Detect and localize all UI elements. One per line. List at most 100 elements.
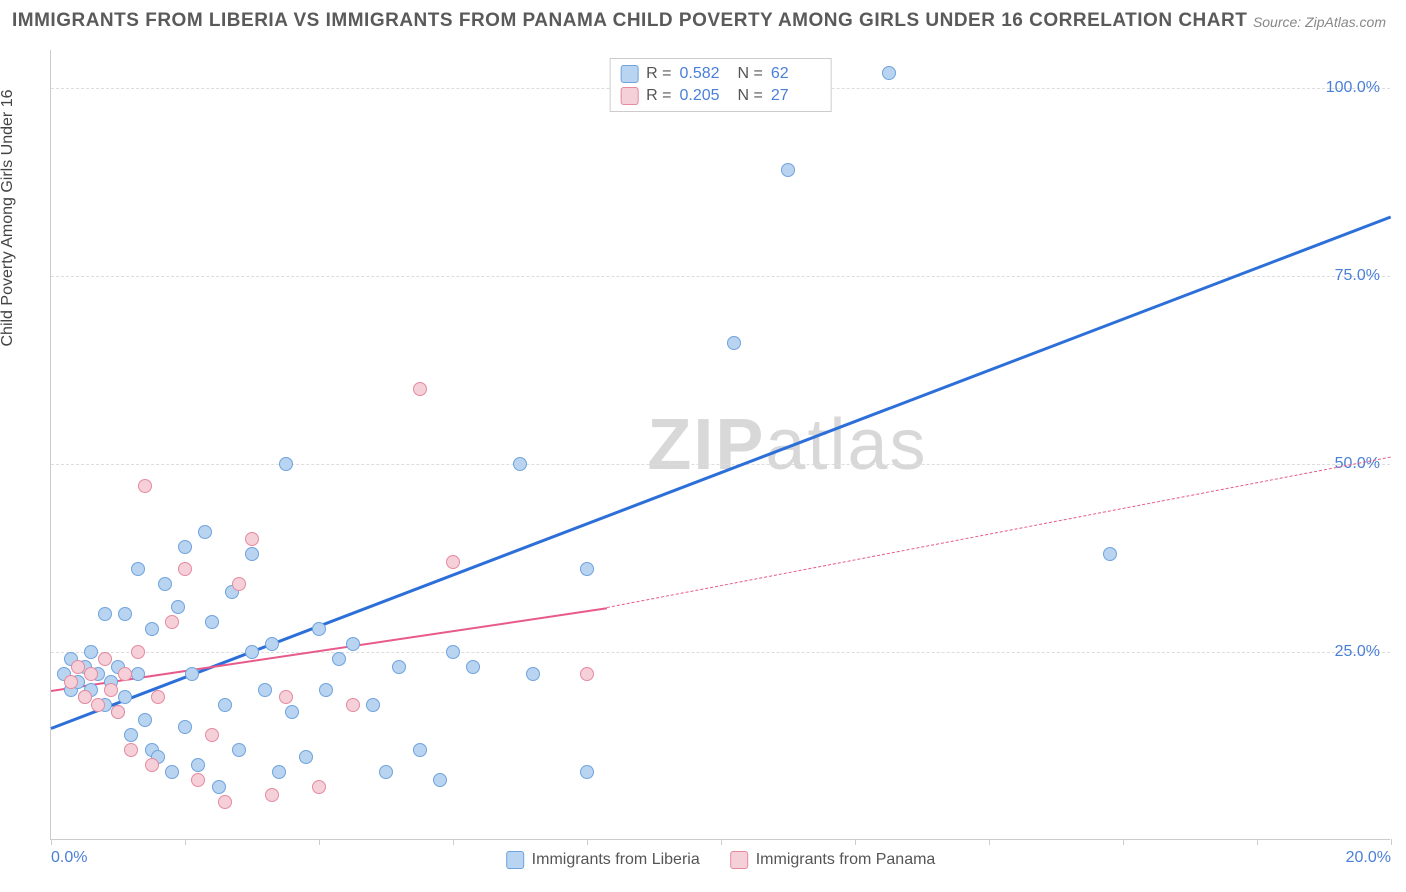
watermark-bold: ZIP (647, 405, 765, 485)
scatter-point (118, 667, 132, 681)
scatter-point (191, 758, 205, 772)
scatter-point (145, 758, 159, 772)
legend-swatch (620, 65, 638, 83)
x-tick (319, 839, 320, 845)
r-value: 0.205 (680, 87, 730, 105)
scatter-point (332, 652, 346, 666)
chart-title: IMMIGRANTS FROM LIBERIA VS IMMIGRANTS FR… (12, 10, 1247, 32)
scatter-point (198, 525, 212, 539)
scatter-point (312, 622, 326, 636)
scatter-point (165, 765, 179, 779)
scatter-point (882, 66, 896, 80)
scatter-point (104, 683, 118, 697)
scatter-point (131, 645, 145, 659)
n-value: 27 (771, 87, 821, 105)
gridline (51, 464, 1390, 465)
y-tick-label: 75.0% (1335, 267, 1380, 285)
scatter-point (158, 577, 172, 591)
scatter-point (138, 479, 152, 493)
scatter-point (580, 765, 594, 779)
x-tick (51, 839, 52, 845)
scatter-point (232, 743, 246, 757)
scatter-point (513, 457, 527, 471)
scatter-point (131, 562, 145, 576)
scatter-point (319, 683, 333, 697)
n-label: N = (738, 65, 763, 83)
scatter-point (64, 675, 78, 689)
scatter-point (781, 163, 795, 177)
scatter-point (346, 637, 360, 651)
scatter-point (145, 622, 159, 636)
x-tick (1123, 839, 1124, 845)
scatter-point (212, 780, 226, 794)
y-axis-label: Child Poverty Among Girls Under 16 (0, 90, 17, 347)
x-tick (855, 839, 856, 845)
scatter-point (446, 555, 460, 569)
scatter-point (446, 645, 460, 659)
scatter-point (413, 743, 427, 757)
scatter-point (392, 660, 406, 674)
scatter-point (111, 705, 125, 719)
x-tick (185, 839, 186, 845)
scatter-point (727, 336, 741, 350)
chart-container: Child Poverty Among Girls Under 16 ZIPat… (0, 40, 1406, 892)
scatter-point (580, 562, 594, 576)
r-label: R = (646, 65, 671, 83)
legend-stats-row: R = 0.205 N = 27 (620, 85, 821, 107)
legend-swatch (730, 851, 748, 869)
legend-stats-row: R =0.582N =62 (620, 63, 821, 85)
y-tick-label: 100.0% (1326, 79, 1380, 97)
x-tick (989, 839, 990, 845)
n-label: N = (738, 87, 763, 105)
scatter-point (84, 667, 98, 681)
scatter-point (124, 728, 138, 742)
source-attribution: Source: ZipAtlas.com (1253, 14, 1386, 30)
legend-series-item: Immigrants from Liberia (506, 851, 700, 869)
scatter-point (366, 698, 380, 712)
scatter-point (185, 667, 199, 681)
x-tick (453, 839, 454, 845)
legend-swatch (506, 851, 524, 869)
legend-stats: R =0.582N =62R =0.205N =27 (609, 58, 832, 112)
x-tick (721, 839, 722, 845)
scatter-point (245, 532, 259, 546)
plot-area: ZIPatlas 25.0%50.0%75.0%100.0%0.0%20.0%R… (50, 50, 1390, 840)
scatter-point (138, 713, 152, 727)
legend-swatch (620, 87, 638, 105)
scatter-point (1103, 547, 1117, 561)
trendline-extension (607, 456, 1391, 607)
scatter-point (78, 690, 92, 704)
scatter-point (118, 607, 132, 621)
scatter-point (232, 577, 246, 591)
scatter-point (433, 773, 447, 787)
scatter-point (285, 705, 299, 719)
scatter-point (178, 720, 192, 734)
scatter-point (279, 457, 293, 471)
scatter-point (84, 645, 98, 659)
scatter-point (151, 690, 165, 704)
legend-series-label: Immigrants from Panama (756, 851, 936, 869)
x-tick-label: 20.0% (1346, 849, 1391, 867)
scatter-point (258, 683, 272, 697)
scatter-point (466, 660, 480, 674)
scatter-point (191, 773, 205, 787)
scatter-point (118, 690, 132, 704)
scatter-point (279, 690, 293, 704)
scatter-point (265, 788, 279, 802)
scatter-point (98, 652, 112, 666)
scatter-point (526, 667, 540, 681)
scatter-point (205, 728, 219, 742)
x-tick (1257, 839, 1258, 845)
scatter-point (178, 562, 192, 576)
x-tick (587, 839, 588, 845)
scatter-point (131, 667, 145, 681)
scatter-point (245, 645, 259, 659)
scatter-point (265, 637, 279, 651)
scatter-point (346, 698, 360, 712)
scatter-point (71, 660, 85, 674)
scatter-point (580, 667, 594, 681)
r-label: R = (646, 87, 671, 105)
scatter-point (379, 765, 393, 779)
legend-series-label: Immigrants from Liberia (532, 851, 700, 869)
scatter-point (205, 615, 219, 629)
